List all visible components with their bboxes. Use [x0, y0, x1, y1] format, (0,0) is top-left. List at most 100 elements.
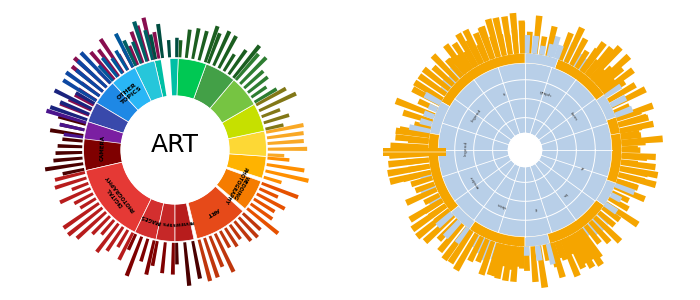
- Polygon shape: [55, 176, 87, 190]
- Polygon shape: [60, 123, 85, 131]
- Polygon shape: [259, 187, 279, 199]
- Polygon shape: [261, 108, 281, 118]
- Polygon shape: [153, 7, 172, 97]
- Polygon shape: [122, 40, 137, 67]
- Polygon shape: [580, 226, 590, 238]
- Polygon shape: [155, 58, 178, 98]
- Polygon shape: [62, 137, 83, 142]
- Polygon shape: [524, 247, 530, 271]
- Polygon shape: [603, 202, 618, 214]
- Polygon shape: [447, 74, 458, 84]
- Polygon shape: [156, 24, 164, 58]
- Polygon shape: [267, 163, 304, 172]
- Polygon shape: [562, 237, 574, 256]
- Text: REVIEWS: REVIEWS: [172, 219, 194, 225]
- Polygon shape: [535, 245, 542, 261]
- Polygon shape: [468, 233, 480, 248]
- Polygon shape: [571, 232, 595, 269]
- Text: ks: ks: [561, 191, 568, 197]
- Polygon shape: [122, 48, 134, 68]
- Text: legend: legend: [470, 109, 482, 123]
- Polygon shape: [62, 202, 100, 230]
- Polygon shape: [477, 26, 494, 60]
- Polygon shape: [505, 35, 513, 55]
- Polygon shape: [106, 226, 125, 252]
- Polygon shape: [558, 32, 574, 61]
- Polygon shape: [399, 126, 430, 136]
- Text: IMAGES: IMAGES: [141, 213, 162, 225]
- Polygon shape: [428, 102, 450, 175]
- Polygon shape: [64, 133, 83, 139]
- Polygon shape: [412, 86, 441, 106]
- Polygon shape: [258, 92, 297, 112]
- Polygon shape: [578, 228, 603, 259]
- Text: ART: ART: [205, 207, 220, 218]
- Polygon shape: [580, 48, 600, 73]
- Polygon shape: [228, 131, 267, 156]
- Text: WEDDING
PHOTOGRAPHY: WEDDING PHOTOGRAPHY: [223, 165, 253, 207]
- Polygon shape: [79, 197, 97, 209]
- Polygon shape: [419, 118, 433, 127]
- Polygon shape: [97, 70, 111, 84]
- Polygon shape: [616, 179, 639, 191]
- Polygon shape: [218, 35, 238, 69]
- Polygon shape: [95, 223, 120, 253]
- Text: CAMERA: CAMERA: [99, 134, 105, 160]
- Polygon shape: [428, 203, 447, 219]
- Polygon shape: [75, 68, 104, 93]
- Polygon shape: [575, 200, 604, 229]
- Polygon shape: [263, 113, 290, 124]
- Polygon shape: [65, 70, 100, 97]
- Polygon shape: [463, 50, 477, 68]
- Polygon shape: [586, 46, 614, 78]
- Text: ti: ti: [503, 92, 507, 97]
- Polygon shape: [546, 243, 556, 265]
- Polygon shape: [575, 50, 589, 69]
- Polygon shape: [620, 166, 658, 178]
- Polygon shape: [62, 78, 97, 102]
- Polygon shape: [613, 103, 631, 115]
- Polygon shape: [410, 204, 447, 232]
- Polygon shape: [167, 40, 171, 57]
- Polygon shape: [71, 65, 104, 93]
- Polygon shape: [539, 36, 547, 55]
- Polygon shape: [171, 243, 175, 274]
- Polygon shape: [68, 98, 92, 112]
- Polygon shape: [576, 229, 604, 267]
- Circle shape: [508, 134, 542, 166]
- Polygon shape: [228, 49, 248, 75]
- Polygon shape: [589, 220, 612, 244]
- Polygon shape: [393, 144, 428, 150]
- Polygon shape: [596, 180, 616, 206]
- Polygon shape: [116, 229, 130, 248]
- Polygon shape: [130, 31, 144, 63]
- Polygon shape: [566, 236, 586, 269]
- Polygon shape: [224, 227, 239, 247]
- Polygon shape: [441, 194, 475, 229]
- Polygon shape: [466, 39, 483, 65]
- Polygon shape: [615, 106, 634, 118]
- Polygon shape: [414, 121, 431, 130]
- Polygon shape: [76, 59, 108, 88]
- Polygon shape: [148, 34, 157, 59]
- Polygon shape: [604, 201, 640, 227]
- Polygon shape: [223, 53, 236, 72]
- Polygon shape: [610, 192, 622, 203]
- Polygon shape: [216, 168, 261, 209]
- Text: data: data: [496, 201, 507, 208]
- Polygon shape: [453, 232, 479, 272]
- Polygon shape: [406, 158, 429, 165]
- Polygon shape: [402, 110, 433, 124]
- Polygon shape: [556, 46, 566, 60]
- Polygon shape: [88, 103, 129, 133]
- Polygon shape: [111, 57, 124, 74]
- Polygon shape: [50, 128, 83, 137]
- Polygon shape: [125, 236, 143, 277]
- Polygon shape: [183, 242, 191, 286]
- Polygon shape: [86, 162, 151, 232]
- Polygon shape: [525, 53, 558, 68]
- Polygon shape: [501, 16, 512, 55]
- Polygon shape: [608, 196, 630, 212]
- Polygon shape: [45, 162, 83, 171]
- Polygon shape: [90, 60, 167, 131]
